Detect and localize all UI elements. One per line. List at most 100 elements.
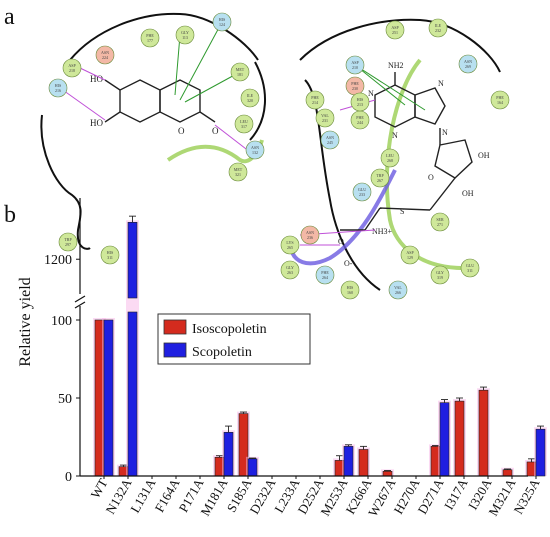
pocket-outline-left — [40, 114, 91, 250]
residue-code: VAL — [321, 113, 329, 118]
residue-bubble — [175, 25, 195, 45]
residue-bubble — [430, 212, 450, 232]
residue-code: PHE — [356, 115, 364, 120]
residue-bubble — [280, 260, 300, 280]
residue-bubble — [458, 54, 478, 74]
bar-isoscopoletin-i317a — [454, 400, 465, 477]
residue-code: SER — [436, 217, 444, 222]
residue-bubble — [430, 265, 450, 285]
residue-number: 311 — [467, 268, 473, 273]
bar-scopoletin-s185a — [247, 458, 258, 477]
residue-bubble — [140, 28, 160, 48]
residue-number: 181 — [237, 72, 243, 77]
bar-scopoletin-m181a — [223, 432, 234, 477]
legend-label-isoscopoletin: Isoscopoletin — [192, 322, 267, 337]
axis-break-mark — [74, 295, 86, 303]
residue-code: GLY — [181, 30, 189, 35]
pocket-outline-left-right — [249, 61, 266, 141]
residue-number: 263 — [287, 270, 293, 275]
ligand-label-s: S — [400, 207, 404, 216]
residue-number: 132 — [252, 150, 258, 155]
residue-bubble — [305, 90, 325, 110]
residue-bubble — [345, 55, 365, 75]
residue-number: 160 — [347, 290, 353, 295]
sam-ligand — [340, 72, 473, 231]
residue-bubble — [340, 280, 360, 300]
residue-number: 236 — [307, 235, 313, 240]
ligand-label-o-b: O — [338, 237, 344, 246]
residue-number: 251 — [392, 30, 398, 35]
ligand-label-oh-1: OH — [478, 151, 490, 160]
residue-bubble — [400, 245, 420, 265]
axis-break-mark — [74, 301, 86, 309]
residue-number: 269 — [465, 64, 471, 69]
pocket-outline-right-2 — [304, 79, 381, 291]
residue-number: 129 — [407, 255, 413, 260]
residue-bubble — [300, 225, 320, 245]
bar-scopoletin-n132a — [127, 311, 138, 477]
residue-bubble — [385, 20, 405, 40]
residue-number: 297 — [65, 242, 71, 247]
residue-code: LYS — [286, 240, 293, 245]
residue-code: VAL — [394, 285, 402, 290]
residue-bubble — [380, 148, 400, 168]
residue-bubble — [62, 58, 82, 78]
bar-scopoletin-d271a — [439, 402, 450, 477]
bar-isoscopoletin-m321a — [502, 469, 513, 477]
ligand-label-o-minus: O- — [344, 259, 353, 268]
ligand-label-o-1: O — [178, 126, 185, 136]
panel-a-label: a — [4, 4, 15, 30]
bar-upper-scopoletin-n132a — [127, 222, 138, 299]
residue-code: ASP — [406, 250, 414, 255]
residue-bubble — [315, 265, 335, 285]
ligand-label-oh-2: OH — [462, 189, 474, 198]
residue-number: 317 — [241, 124, 247, 129]
residue-bubble — [350, 92, 370, 112]
residue-bubble — [48, 78, 68, 98]
stacking-line — [179, 21, 223, 101]
legend-swatch-isoscopoletin — [163, 319, 187, 335]
ligand-label-o-2: O — [212, 126, 219, 136]
stacking-line — [354, 64, 426, 111]
residue-code: ASN — [251, 145, 259, 150]
residue-code: ASN — [101, 50, 109, 55]
residue-number: 232 — [435, 28, 441, 33]
bar-scopoletin-n325a — [535, 428, 546, 477]
coumarin-ligand — [104, 79, 216, 123]
residue-bubble — [352, 182, 372, 202]
bar-scopoletin-wt — [103, 319, 114, 477]
residue-bubble — [240, 88, 260, 108]
residue-number: 244 — [357, 120, 363, 125]
hbond-line — [59, 87, 106, 121]
residue-number: 224 — [102, 55, 108, 60]
residue-code: ILE — [247, 93, 254, 98]
residue-number: 266 — [395, 290, 401, 295]
residue-bubble — [388, 280, 408, 300]
residue-code: HIS — [55, 83, 61, 88]
hbond-line — [79, 67, 106, 81]
backbone-ribbon-right — [384, 58, 471, 271]
residue-bubble — [490, 90, 510, 110]
residue-bubble — [320, 130, 340, 150]
legend: Isoscopoletin Scopoletin — [157, 313, 311, 365]
